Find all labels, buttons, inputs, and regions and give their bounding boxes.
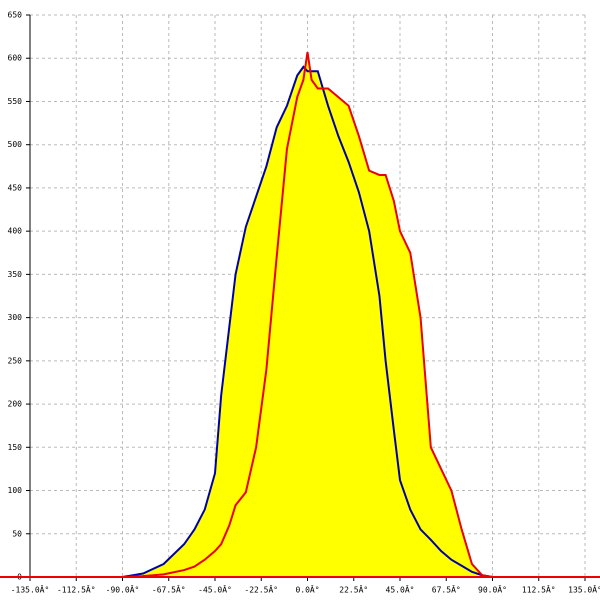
y-tick-label: 400 (8, 227, 23, 236)
y-tick-label: 50 (12, 529, 22, 538)
x-tick-label: -67.5Â° (152, 584, 186, 595)
y-tick-label: 150 (8, 443, 23, 452)
y-tick-label: 450 (8, 183, 23, 192)
series-line (122, 65, 493, 578)
x-tick-label: 135.0Â° (568, 584, 600, 595)
x-tick-label: 90.0Â° (478, 584, 507, 595)
x-tick-label: 112.5Â° (522, 584, 556, 595)
x-tick-label: -22.5Â° (244, 584, 278, 595)
x-tick-label: -112.5Â° (57, 584, 96, 595)
x-tick-label: -135.0Â° (11, 584, 50, 595)
y-tick-label: 200 (8, 400, 23, 409)
y-tick-label: 550 (8, 97, 23, 106)
x-tick-label: 45.0Â° (386, 584, 415, 595)
area-fill (122, 52, 493, 577)
series-line (122, 52, 493, 578)
x-tick-label: 0.0Â° (295, 584, 319, 595)
x-tick-label: -45.0Â° (198, 584, 232, 595)
y-tick-label: 600 (8, 54, 23, 63)
x-tick-label: 67.5Â° (432, 584, 461, 595)
y-tick-label: 500 (8, 140, 23, 149)
y-tick-label: 650 (8, 11, 23, 20)
x-tick-label: 22.5Â° (339, 584, 368, 595)
y-tick-label: 250 (8, 356, 23, 365)
y-tick-label: 350 (8, 270, 23, 279)
y-tick-label: 100 (8, 486, 23, 495)
y-tick-label: 300 (8, 313, 23, 322)
x-tick-label: -90.0Â° (106, 584, 140, 595)
